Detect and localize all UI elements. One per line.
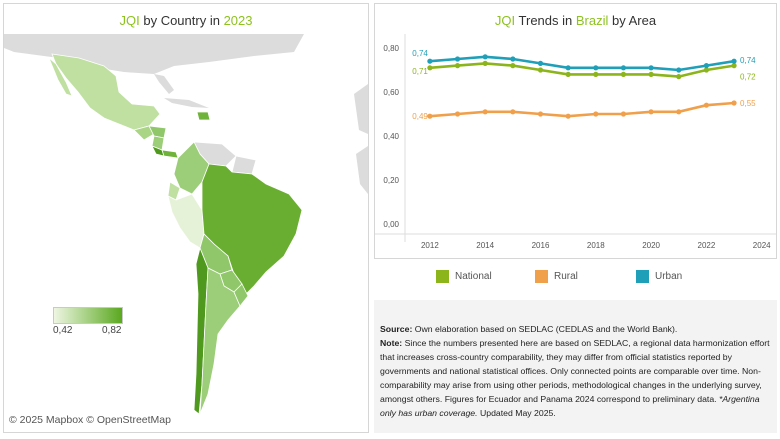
legend-label-urban: Urban: [655, 271, 683, 282]
data-point-urban: [427, 58, 433, 64]
x-tick-label: 2020: [642, 241, 660, 250]
africa-edge-land: [356, 146, 368, 194]
country-argentina[interactable]: [199, 267, 241, 415]
x-tick-label: 2014: [476, 241, 494, 250]
country-guyana-suriname: [231, 155, 257, 175]
label-layer: 0,71 0,72 0,49 0,55 0,74 0,74: [412, 49, 756, 121]
data-point-rural: [427, 113, 433, 119]
data-point-national: [565, 71, 571, 77]
map-title: JQI by Country in 2023: [119, 13, 253, 28]
data-point-rural: [565, 113, 571, 119]
data-point-rural: [703, 102, 710, 108]
x-tick-label: 2024: [753, 241, 771, 250]
country-dominican-republic[interactable]: [196, 111, 211, 121]
y-tick-label: 0,20: [383, 176, 399, 185]
data-point-urban: [454, 56, 461, 62]
data-point-rural: [482, 109, 488, 115]
baja-california[interactable]: [48, 57, 73, 97]
y-tick-label: 0,60: [383, 88, 399, 97]
data-point-urban: [620, 65, 627, 71]
series-legend: National Rural Urban: [374, 266, 777, 290]
data-point-national: [593, 71, 599, 77]
data-point-national: [537, 67, 544, 73]
chart-title: JQI Trends in Brazil by Area: [494, 13, 657, 28]
source-line: Source: Own elaboration based on SEDLAC …: [380, 324, 678, 334]
data-point-urban: [565, 65, 571, 71]
data-point-rural: [454, 111, 461, 117]
data-label-first-urban: 0,74: [412, 49, 428, 58]
data-point-urban: [703, 63, 710, 69]
series-layer: [427, 54, 737, 119]
data-point-national: [676, 74, 682, 80]
data-point-national: [482, 60, 488, 66]
x-tick-label: 2022: [698, 241, 716, 250]
legend-swatch-national: [436, 270, 449, 283]
data-point-rural: [593, 111, 599, 117]
data-label-last-national: 0,72: [740, 73, 756, 82]
florida-land: [154, 74, 174, 94]
cuba-land: [164, 98, 209, 108]
data-label-first-rural: 0,49: [412, 112, 428, 121]
europe-edge-land: [354, 84, 368, 134]
data-point-national: [454, 63, 461, 69]
map-panel: JQI by Country in 2023 0,42 0,82 © 2025 …: [3, 3, 369, 433]
chart-panel: JQI Trends in Brazil by Area 0,00 0,20 0,4…: [374, 3, 777, 259]
data-point-urban: [537, 60, 544, 66]
legend-swatch-rural: [535, 270, 548, 283]
map-attribution[interactable]: © 2025 Mapbox © OpenStreetMap: [9, 414, 171, 426]
country-panama[interactable]: [161, 149, 179, 159]
data-label-first-national: 0,71: [412, 67, 428, 76]
data-point-urban: [676, 67, 682, 73]
data-point-urban: [648, 65, 654, 71]
axis-layer: 0,00 0,20 0,40 0,60 0,80 2012 2014 2016 2018 2020…: [375, 34, 776, 250]
x-tick-label: 2018: [587, 241, 605, 250]
x-tick-label: 2012: [421, 241, 439, 250]
north-america-land: [4, 34, 304, 74]
data-point-national: [703, 67, 710, 73]
legend-label-national: National: [455, 271, 492, 282]
data-point-rural: [620, 111, 627, 117]
y-tick-label: 0,40: [383, 132, 399, 141]
data-point-national: [427, 65, 433, 71]
data-point-rural: [510, 109, 516, 115]
data-point-national: [648, 71, 654, 77]
country-peru[interactable]: [167, 193, 205, 249]
country-uruguay[interactable]: [233, 283, 249, 307]
data-point-urban: [731, 58, 737, 64]
legend-swatch-urban: [636, 270, 649, 283]
choropleth-map[interactable]: [4, 34, 368, 432]
legend-item-national[interactable]: National: [436, 270, 492, 283]
note-line: Note: Since the numbers presented here a…: [380, 338, 770, 418]
map-legend-gradient: [53, 307, 123, 324]
data-point-rural: [676, 109, 682, 115]
data-point-rural: [648, 109, 654, 115]
data-label-last-urban: 0,74: [740, 56, 756, 65]
data-point-urban: [482, 54, 488, 60]
legend-item-rural[interactable]: Rural: [535, 270, 578, 283]
data-point-national: [510, 63, 516, 69]
data-point-rural: [731, 100, 737, 106]
legend-min-label: 0,42: [53, 325, 73, 336]
series-line-rural: [429, 101, 735, 118]
legend-max-label: 0,82: [102, 325, 122, 336]
y-tick-label: 0,80: [383, 44, 399, 53]
source-notes: Source: Own elaboration based on SEDLAC …: [374, 300, 777, 433]
line-chart[interactable]: 0,00 0,20 0,40 0,60 0,80 2012 2014 2016 2018 2020…: [375, 34, 776, 258]
data-point-urban: [510, 56, 516, 62]
x-tick-label: 2016: [532, 241, 550, 250]
data-point-urban: [593, 65, 599, 71]
y-tick-label: 0,00: [383, 220, 399, 229]
legend-item-urban[interactable]: Urban: [636, 270, 682, 283]
data-point-rural: [537, 111, 544, 117]
series-line-urban: [429, 55, 735, 72]
data-label-last-rural: 0,55: [740, 99, 756, 108]
data-point-national: [620, 71, 627, 77]
series-line-national: [429, 62, 735, 78]
legend-label-rural: Rural: [554, 271, 578, 282]
data-point-national: [731, 63, 737, 69]
